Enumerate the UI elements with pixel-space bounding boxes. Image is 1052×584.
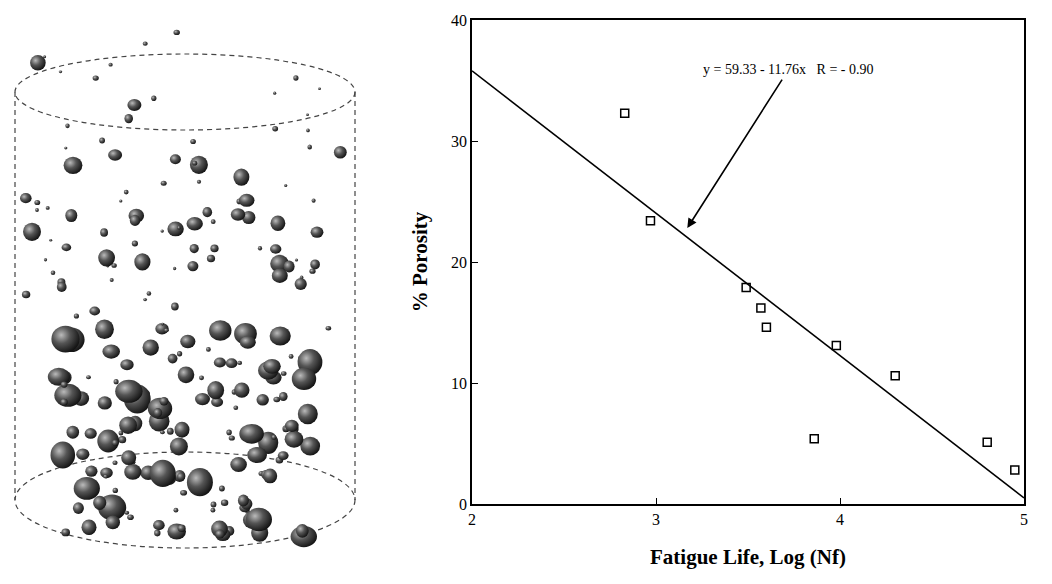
svg-text:40: 40 [451, 12, 467, 29]
svg-text:4: 4 [836, 511, 844, 528]
svg-text:3: 3 [652, 511, 660, 528]
svg-text:y = 59.33 - 11.76x R = - 0.9: y = 59.33 - 11.76x R = - 0.90 [703, 62, 873, 77]
svg-text:0: 0 [459, 496, 467, 513]
svg-text:5: 5 [1020, 511, 1028, 528]
svg-text:10: 10 [451, 375, 467, 392]
svg-text:Fatigue Life, Log (Nf): Fatigue Life, Log (Nf) [650, 545, 846, 569]
svg-text:2: 2 [468, 511, 476, 528]
svg-text:30: 30 [451, 133, 467, 150]
svg-text:% Porosity: % Porosity [408, 211, 432, 312]
svg-text:20: 20 [451, 254, 467, 271]
